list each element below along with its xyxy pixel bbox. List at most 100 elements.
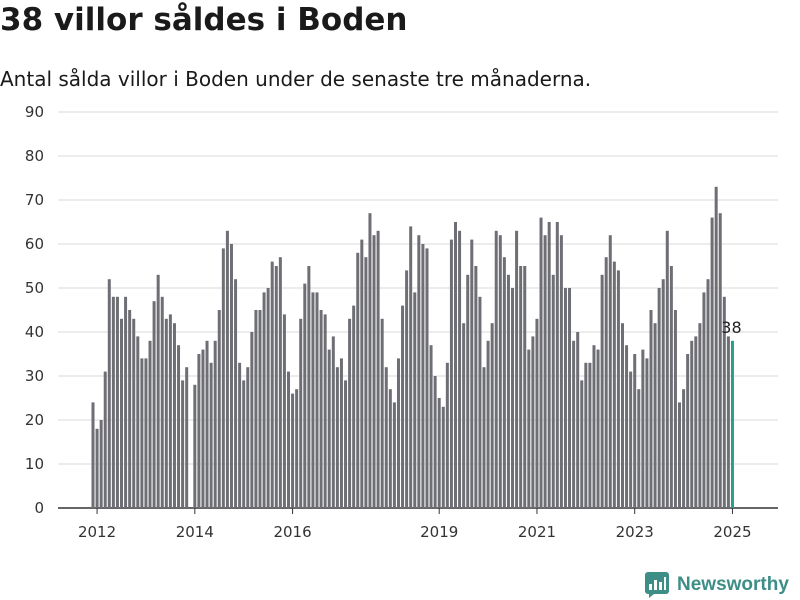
bar [164,318,168,508]
bar [620,323,624,508]
bar [714,186,718,509]
bar [262,292,266,508]
bar [506,274,510,508]
y-tick-label: 20 [25,411,44,429]
bar [95,428,99,508]
bar [592,345,596,508]
bar [111,296,115,508]
bar [344,380,348,508]
bar [706,279,710,508]
bar [547,222,551,508]
bar [527,349,531,508]
bar [669,266,673,508]
bar [531,336,535,508]
bar [172,323,176,508]
bar [148,340,152,508]
bar [555,222,559,508]
bar [458,230,462,509]
bar [339,358,343,508]
chart-title: 38 villor såldes i Boden [0,2,408,38]
bar [323,314,327,508]
bar [649,310,653,508]
bar [608,235,612,508]
bar [181,380,185,508]
bar [401,305,405,508]
bar [718,213,722,508]
bar [205,340,209,508]
bar [441,406,445,508]
bar [396,358,400,508]
bar [360,239,364,508]
bar [421,244,425,508]
bar [364,257,368,508]
bar [409,226,413,508]
y-tick-label: 60 [25,235,44,253]
bar [356,252,360,508]
bar [201,349,205,508]
bar [653,323,657,508]
y-tick-labels: 0 10 20 30 40 50 60 70 80 90 [25,103,44,517]
bar [702,292,706,508]
bar [535,318,539,508]
bar [225,230,229,509]
x-tick-label: 2021 [518,523,556,541]
bar [694,336,698,508]
bar-highlight [730,340,734,508]
bar [140,358,144,508]
bar [405,270,409,508]
bar [682,389,686,508]
bar [539,217,543,508]
y-tick-label: 10 [25,455,44,473]
bar [303,283,307,508]
y-tick-label: 50 [25,279,44,297]
bar [115,296,119,508]
bar [466,274,470,508]
bar [311,292,315,508]
bar [515,230,519,509]
bar [242,380,246,508]
bar [625,345,629,508]
bar [238,362,242,508]
bar [331,336,335,508]
bar [197,354,201,508]
bar [124,296,128,508]
bar [449,239,453,508]
bar [568,288,572,508]
bar [384,367,388,508]
bar [425,248,429,508]
bar [352,305,356,508]
y-tick-label: 70 [25,191,44,209]
bar-chart: 0 10 20 30 40 50 60 70 80 90 2012 2014 2016 2019 2021… [25,103,778,541]
newsworthy-logo-icon [645,572,669,598]
y-tick-label: 90 [25,103,44,121]
bar [576,332,580,508]
bar [490,323,494,508]
value-labels: 38 [721,318,741,337]
bar [270,261,274,508]
bar [185,367,189,508]
bar [144,358,148,508]
bar [543,235,547,508]
bar [128,310,132,508]
bar [177,345,181,508]
bar [633,354,637,508]
bar [698,323,702,508]
bar [287,371,290,508]
bar [156,274,160,508]
bar [152,301,156,508]
y-tick-label: 30 [25,367,44,385]
bar [690,340,694,508]
bar [250,332,254,508]
bar [437,398,441,508]
bar [368,213,372,508]
x-tick-label: 2025 [713,523,751,541]
bar [168,314,172,508]
bar [580,380,584,508]
bar [726,336,730,508]
bar [388,389,392,508]
bar [335,367,339,508]
bar [572,340,576,508]
bar [616,270,620,508]
chart-subtitle: Antal sålda villor i Boden under de sena… [0,67,592,91]
bar [511,288,515,508]
